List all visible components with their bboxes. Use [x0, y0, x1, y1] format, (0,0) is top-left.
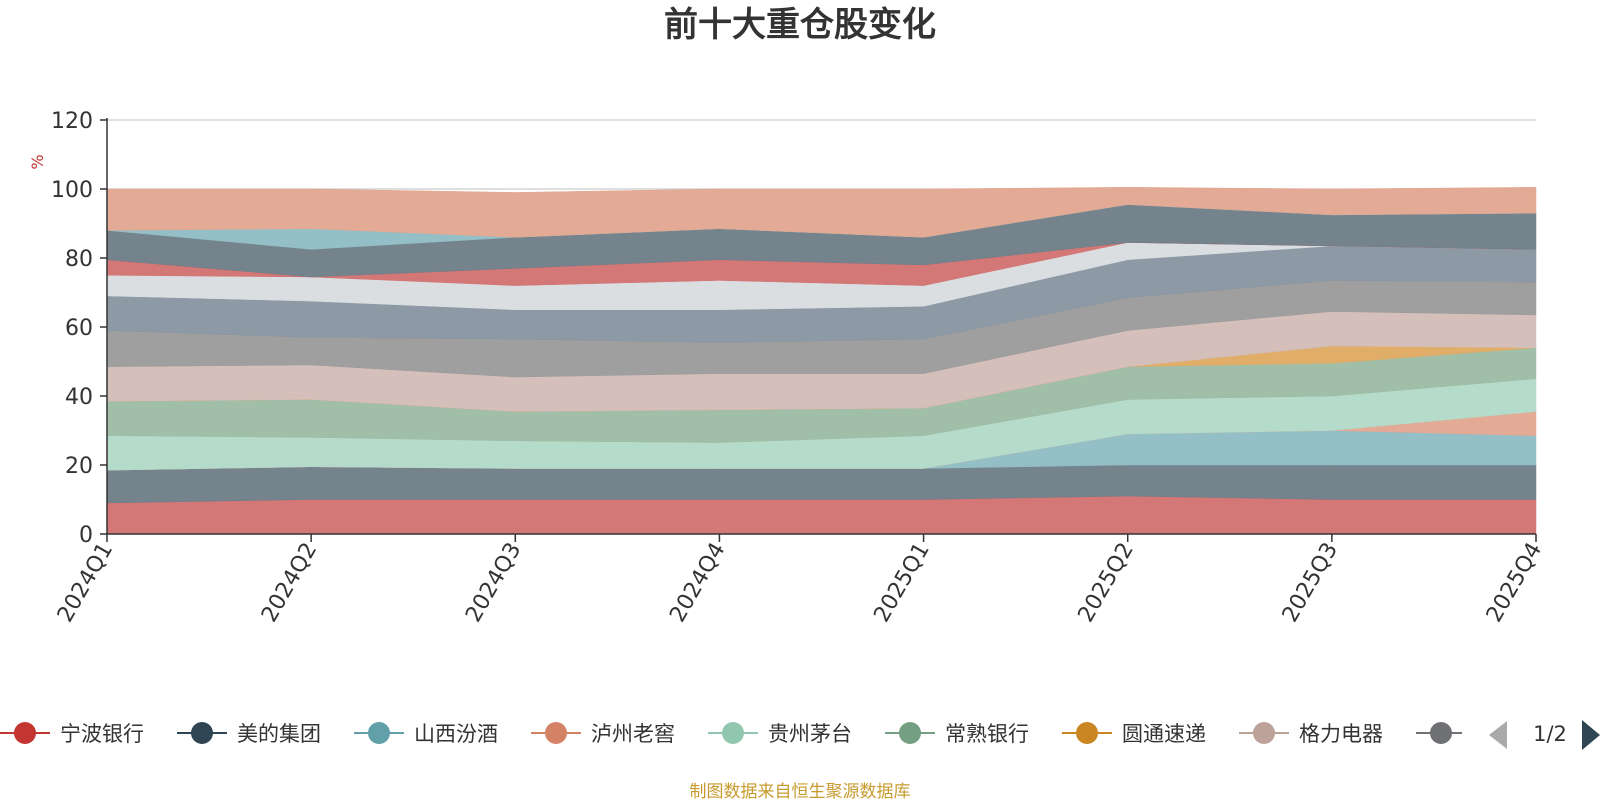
y-axis-unit: % — [28, 154, 47, 169]
legend-label: 泸州老窖 — [591, 722, 675, 746]
legend-prev-page-icon[interactable] — [1489, 721, 1507, 749]
x-tick-label: 2025Q2 — [1074, 539, 1139, 627]
x-tick-label: 2025Q3 — [1278, 539, 1343, 627]
y-tick-label: 120 — [51, 109, 93, 134]
legend-clip — [1462, 713, 1600, 753]
legend-marker — [14, 722, 36, 744]
legend-label: 格力电器 — [1299, 722, 1383, 746]
legend-page-indicator: 1/2 — [1533, 722, 1567, 746]
x-tick-label: 2025Q4 — [1482, 539, 1547, 627]
y-tick-label: 80 — [65, 247, 93, 272]
legend-label: 美的集团 — [237, 722, 321, 746]
x-tick-label: 2025Q1 — [869, 539, 934, 627]
legend-item[interactable]: 山西汾酒 — [354, 722, 498, 746]
legend-label: 宁波银行 — [60, 722, 144, 746]
legend-marker — [368, 722, 390, 744]
legend-label: 贵州茅台 — [768, 722, 852, 746]
x-tick-label: 2024Q2 — [257, 539, 322, 627]
legend-label: 山西汾酒 — [414, 722, 498, 746]
y-tick-label: 100 — [51, 178, 93, 203]
source-note: 制图数据来自恒生聚源数据库 — [689, 782, 911, 802]
legend-label: 圆通速递 — [1122, 722, 1206, 746]
x-tick-label: 2024Q3 — [461, 539, 526, 627]
legend-marker — [191, 722, 213, 744]
legend-marker — [1076, 722, 1098, 744]
area-series-15 — [106, 187, 1537, 238]
legend-next-page-icon[interactable] — [1582, 720, 1600, 750]
legend-item[interactable]: 圆通速递 — [1062, 722, 1206, 746]
legend-item[interactable]: 常熟银行 — [885, 722, 1029, 746]
y-tick-label: 40 — [65, 385, 93, 410]
area-series — [106, 187, 1537, 535]
area-宁波银行 — [106, 495, 1537, 535]
legend-marker — [1253, 722, 1275, 744]
legend-item[interactable]: 宁波银行 — [0, 722, 144, 746]
legend-item[interactable]: 美的集团 — [177, 722, 321, 746]
y-tick-label: 0 — [79, 523, 93, 548]
legend-marker — [899, 722, 921, 744]
legend-marker — [1430, 722, 1452, 744]
legend[interactable]: 宁波银行美的集团山西汾酒泸州老窖贵州茅台常熟银行圆通速递格力电器三1/2 — [0, 713, 1600, 753]
x-tick-label: 2024Q4 — [665, 539, 730, 627]
legend-label: 常熟银行 — [945, 722, 1029, 746]
y-tick-label: 60 — [65, 316, 93, 341]
chart-title: 前十大重仓股变化 — [664, 5, 936, 45]
area-美的集团 — [106, 464, 1537, 504]
legend-item[interactable]: 泸州老窖 — [531, 722, 675, 746]
y-tick-label: 20 — [65, 454, 93, 479]
legend-item[interactable]: 贵州茅台 — [708, 722, 852, 746]
legend-item[interactable]: 格力电器 — [1239, 722, 1383, 746]
legend-marker — [545, 722, 567, 744]
legend-marker — [722, 722, 744, 744]
x-tick-label: 2024Q1 — [53, 539, 118, 627]
